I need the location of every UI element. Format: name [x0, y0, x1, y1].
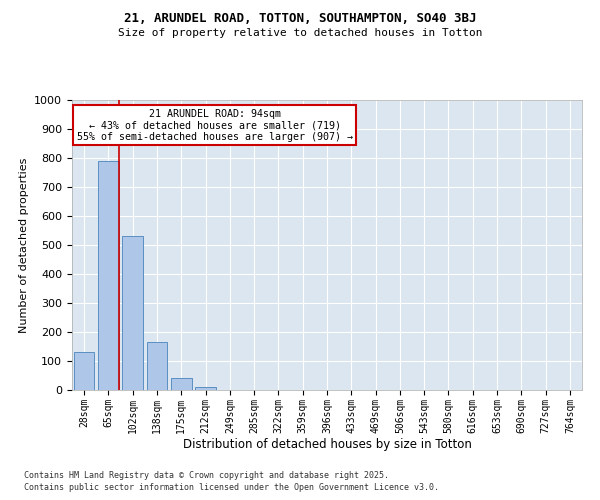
Bar: [98, 161, 119, 390]
Bar: [171, 378, 191, 390]
Text: Contains public sector information licensed under the Open Government Licence v3: Contains public sector information licen…: [24, 483, 439, 492]
Text: Contains HM Land Registry data © Crown copyright and database right 2025.: Contains HM Land Registry data © Crown c…: [24, 470, 389, 480]
Bar: [122, 236, 143, 390]
Bar: [146, 342, 167, 390]
Text: 21 ARUNDEL ROAD: 94sqm
← 43% of detached houses are smaller (719)
55% of semi-de: 21 ARUNDEL ROAD: 94sqm ← 43% of detached…: [77, 108, 353, 142]
Text: Size of property relative to detached houses in Totton: Size of property relative to detached ho…: [118, 28, 482, 38]
Text: 21, ARUNDEL ROAD, TOTTON, SOUTHAMPTON, SO40 3BJ: 21, ARUNDEL ROAD, TOTTON, SOUTHAMPTON, S…: [124, 12, 476, 26]
Bar: [74, 352, 94, 390]
X-axis label: Distribution of detached houses by size in Totton: Distribution of detached houses by size …: [182, 438, 472, 452]
Bar: [195, 386, 216, 390]
Y-axis label: Number of detached properties: Number of detached properties: [19, 158, 29, 332]
